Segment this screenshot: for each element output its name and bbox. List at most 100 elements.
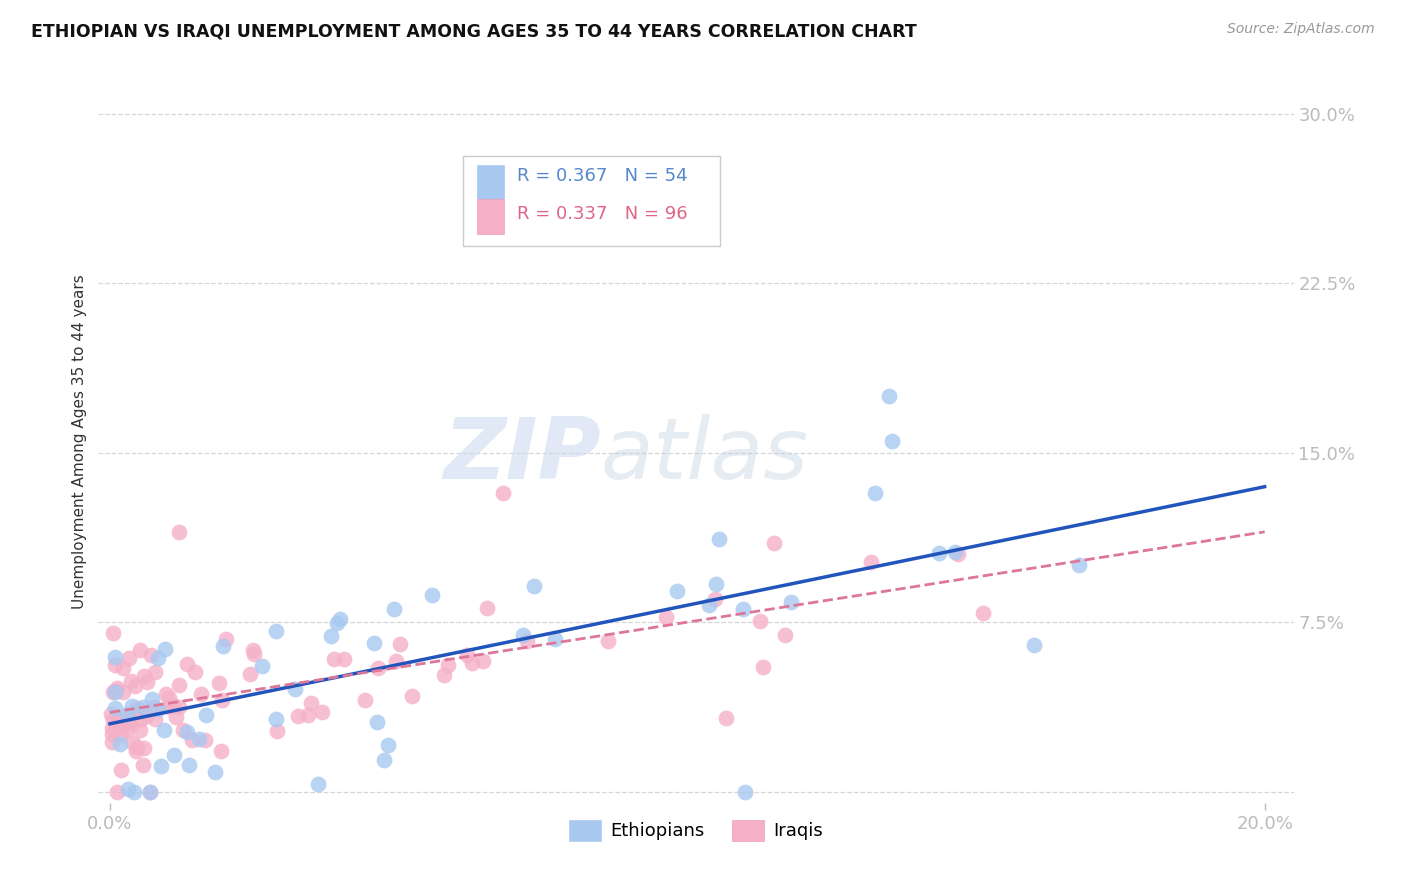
Point (859, 555, 882, 569)
Point (704, 576, 727, 591)
Point (384, 654, 406, 668)
Point (475, 600, 498, 615)
Point (461, 657, 484, 671)
Point (329, 612, 352, 626)
Point (162, 698, 184, 712)
Point (104, 649, 127, 664)
Point (354, 693, 377, 707)
Point (128, 643, 150, 657)
Point (311, 706, 333, 720)
FancyBboxPatch shape (477, 165, 503, 200)
Point (152, 723, 174, 737)
Point (111, 661, 134, 675)
Point (100, 707, 122, 722)
Point (287, 708, 309, 723)
Point (117, 781, 139, 796)
Point (176, 725, 198, 739)
Point (752, 660, 775, 674)
Point (367, 661, 389, 675)
Point (132, 740, 155, 755)
Text: ETHIOPIAN VS IRAQI UNEMPLOYMENT AMONG AGES 35 TO 44 YEARS CORRELATION CHART: ETHIOPIAN VS IRAQI UNEMPLOYMENT AMONG AG… (31, 22, 917, 40)
Point (100, 727, 122, 741)
Point (733, 601, 755, 615)
Point (139, 784, 162, 798)
Point (943, 545, 966, 559)
FancyBboxPatch shape (463, 156, 720, 246)
Point (188, 732, 211, 747)
Point (111, 685, 134, 699)
Point (420, 588, 443, 602)
Point (176, 657, 198, 671)
Point (665, 584, 688, 599)
Point (115, 723, 138, 737)
Point (143, 665, 166, 680)
Point (104, 700, 127, 714)
Point (172, 723, 194, 737)
Point (101, 721, 124, 735)
Point (880, 434, 903, 448)
Point (194, 733, 217, 747)
Point (204, 764, 226, 779)
Point (103, 626, 125, 640)
Point (284, 681, 307, 696)
Point (1067, 558, 1090, 573)
Point (544, 632, 567, 646)
Point (323, 652, 346, 666)
Point (252, 658, 274, 673)
Legend: Ethiopians, Iraqis: Ethiopians, Iraqis (561, 813, 831, 848)
Point (141, 692, 163, 706)
Point (598, 634, 620, 648)
Point (153, 642, 176, 657)
Point (1022, 638, 1045, 652)
Point (181, 732, 204, 747)
Point (773, 627, 796, 641)
Point (377, 738, 399, 752)
Point (129, 723, 152, 738)
Point (110, 763, 132, 777)
Point (135, 708, 157, 723)
Point (104, 683, 127, 698)
Point (117, 714, 139, 728)
Point (120, 714, 142, 728)
Point (863, 486, 886, 500)
Point (523, 579, 546, 593)
Point (325, 615, 347, 630)
Point (117, 712, 139, 726)
Point (107, 719, 129, 733)
Text: atlas: atlas (600, 415, 808, 498)
Point (125, 744, 148, 758)
Point (491, 486, 513, 500)
Point (734, 784, 756, 798)
Point (146, 701, 169, 715)
Point (373, 753, 395, 767)
Point (105, 784, 128, 798)
Point (139, 648, 162, 662)
Y-axis label: Unemployment Among Ages 35 to 44 years: Unemployment Among Ages 35 to 44 years (72, 274, 87, 609)
Point (401, 689, 423, 703)
Point (242, 642, 264, 657)
Point (654, 610, 676, 624)
Point (167, 524, 190, 539)
Point (124, 679, 146, 693)
Point (382, 602, 405, 616)
Point (115, 706, 138, 721)
Point (162, 748, 184, 763)
Point (184, 665, 207, 679)
Point (120, 716, 142, 731)
Point (104, 658, 127, 673)
Point (167, 678, 190, 692)
Point (131, 712, 153, 726)
Point (714, 711, 737, 725)
Point (297, 707, 319, 722)
Point (879, 389, 901, 403)
Point (122, 736, 145, 750)
Point (110, 728, 132, 742)
Point (103, 713, 125, 727)
Point (101, 685, 124, 699)
Point (211, 693, 233, 707)
Point (762, 536, 785, 550)
Point (243, 648, 266, 662)
Point (456, 648, 478, 662)
Point (697, 598, 720, 612)
Point (928, 546, 950, 560)
